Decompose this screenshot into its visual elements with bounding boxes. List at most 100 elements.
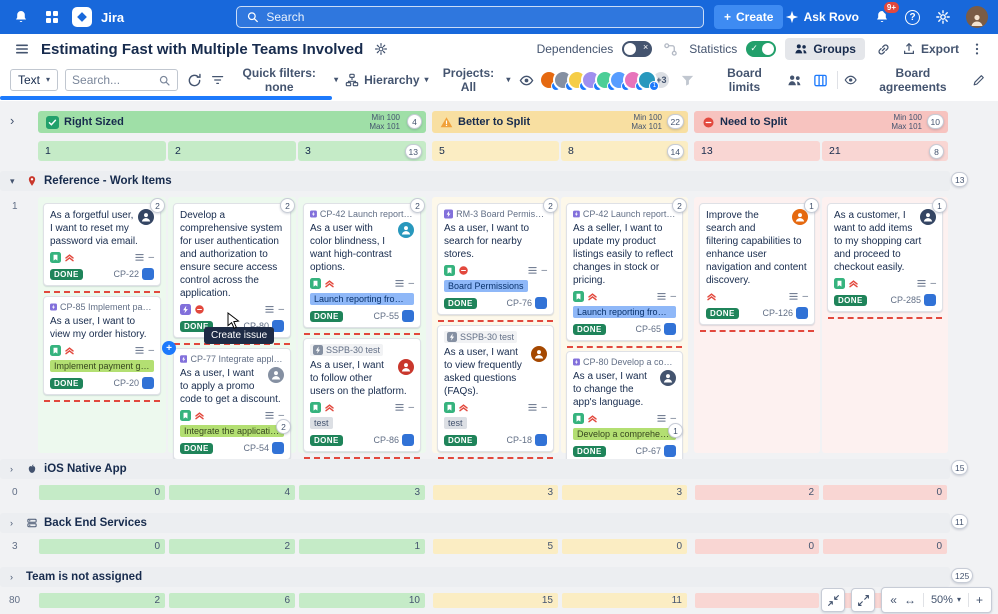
dependencies-toggle[interactable]: × bbox=[622, 41, 653, 57]
expand-all-button[interactable] bbox=[851, 588, 876, 612]
copy-link-icon[interactable] bbox=[874, 40, 893, 59]
column-header-13[interactable]: 13 bbox=[694, 141, 820, 161]
jira-logo-icon[interactable] bbox=[72, 7, 92, 27]
user-avatar[interactable] bbox=[966, 6, 988, 28]
card[interactable]: SSPB-30 test As a user, I want to follow… bbox=[303, 338, 421, 452]
minus-icon[interactable]: – bbox=[408, 277, 414, 289]
card[interactable]: CP-42 Launch reporting from ea... As a s… bbox=[566, 203, 683, 341]
global-search[interactable] bbox=[236, 6, 704, 28]
team-people-icon[interactable] bbox=[785, 71, 804, 90]
card[interactable]: CP-80 Develop a comprehensiv... As a use… bbox=[566, 351, 683, 463]
section-ios-native-app[interactable]: › iOS Native App bbox=[0, 459, 950, 479]
epic-icon bbox=[310, 210, 317, 218]
group-header-better-to-split[interactable]: Better to Split Min 100 Max 101 bbox=[432, 111, 688, 133]
column-header-1[interactable]: 1 bbox=[38, 141, 166, 161]
card[interactable]: As a forgetful user, I want to reset my … bbox=[43, 203, 161, 286]
fit-width-icon[interactable]: ↔ bbox=[903, 593, 916, 607]
ask-rovo-button[interactable]: Ask Rovo bbox=[785, 10, 859, 24]
status-badge: DONE bbox=[50, 268, 83, 280]
checklist-icon[interactable] bbox=[916, 278, 927, 289]
expand-gutter-button[interactable]: › bbox=[10, 113, 15, 128]
eye-icon[interactable] bbox=[517, 71, 536, 90]
card-summary: As a user, I want to change the app's la… bbox=[573, 371, 647, 408]
hierarchy-button[interactable]: Hierarchy ▾ bbox=[345, 73, 429, 87]
card[interactable]: SSPB-30 test As a user, I want to view f… bbox=[437, 325, 554, 452]
help-icon[interactable]: ? bbox=[905, 9, 920, 25]
notifications-bell-icon[interactable]: 9+ bbox=[871, 0, 901, 28]
settings-gear-icon[interactable] bbox=[932, 6, 954, 28]
group-header-need-to-split[interactable]: Need to Split Min 100 Max 101 bbox=[694, 111, 948, 133]
minus-icon[interactable]: – bbox=[278, 303, 284, 315]
assignee-avatar bbox=[531, 346, 547, 362]
column-header-21[interactable]: 21 bbox=[822, 141, 948, 161]
minus-icon[interactable]: – bbox=[802, 290, 808, 302]
search-type-select[interactable]: Text ▾ bbox=[10, 69, 59, 91]
global-search-input[interactable] bbox=[266, 10, 694, 24]
section-team-not-assigned[interactable]: › Team is not assigned bbox=[0, 567, 950, 587]
checklist-icon[interactable] bbox=[264, 410, 275, 421]
board-limits-button[interactable]: Board limits bbox=[711, 66, 777, 94]
statistics-toggle[interactable]: ✓ bbox=[746, 41, 777, 57]
refresh-icon[interactable] bbox=[185, 71, 204, 90]
column-header-2[interactable]: 2 bbox=[168, 141, 296, 161]
issue-key: CP-18 bbox=[506, 435, 532, 445]
checklist-icon[interactable] bbox=[134, 252, 145, 263]
zoom-in-icon[interactable]: + bbox=[975, 593, 983, 607]
export-button[interactable]: Export bbox=[902, 42, 959, 56]
projects-filter-button[interactable]: Projects: All ▾ bbox=[436, 66, 511, 94]
checklist-icon[interactable] bbox=[527, 265, 538, 276]
section-reference-work-items[interactable]: ▾ Reference - Work Items bbox=[0, 171, 950, 191]
board-search-input[interactable] bbox=[72, 73, 155, 87]
section-back-end-services[interactable]: › Back End Services bbox=[0, 513, 950, 533]
create-button[interactable]: + Create bbox=[714, 5, 784, 29]
avatar[interactable]: 1 bbox=[637, 70, 660, 91]
group-header-right-sized[interactable]: Right Sized Min 100 Max 101 bbox=[38, 111, 426, 133]
minus-icon[interactable]: – bbox=[541, 401, 547, 413]
minus-icon[interactable]: – bbox=[670, 290, 676, 302]
more-actions-icon[interactable] bbox=[968, 40, 986, 58]
column-header-8[interactable]: 8 bbox=[561, 141, 688, 161]
column-header-3[interactable]: 3 bbox=[298, 141, 426, 161]
card[interactable]: RM-3 Board Permissions As a user, I want… bbox=[437, 203, 554, 315]
checklist-icon[interactable] bbox=[788, 291, 799, 302]
minus-icon[interactable]: – bbox=[930, 277, 936, 289]
assignee-avatar bbox=[398, 222, 414, 238]
card[interactable]: As a customer, I want to add items to my… bbox=[827, 203, 943, 312]
collapse-all-button[interactable] bbox=[821, 588, 846, 612]
board-settings-gear-icon[interactable] bbox=[372, 40, 390, 58]
groups-button[interactable]: Groups bbox=[785, 38, 865, 60]
sidebar-menu-icon[interactable] bbox=[12, 39, 32, 59]
column-header-5[interactable]: 5 bbox=[432, 141, 559, 161]
minus-icon[interactable]: – bbox=[278, 409, 284, 421]
notifications-icon[interactable] bbox=[10, 6, 32, 28]
checklist-icon[interactable] bbox=[656, 291, 667, 302]
hierarchy-icon bbox=[345, 73, 359, 87]
zoom-level-select[interactable]: 50% ▾ bbox=[930, 594, 961, 606]
card[interactable]: Improve the search and filtering capabil… bbox=[699, 203, 815, 325]
card[interactable]: CP-85 Implement payment gate... As a use… bbox=[43, 296, 161, 395]
board-agreements-button[interactable]: Board agreements bbox=[844, 66, 963, 94]
checklist-icon[interactable] bbox=[394, 402, 405, 413]
no-entry-icon bbox=[703, 116, 714, 128]
horizontal-scroll-thumb[interactable] bbox=[0, 96, 332, 100]
checklist-icon[interactable] bbox=[656, 413, 667, 424]
quick-filters-button[interactable]: Quick filters: none ▾ bbox=[211, 66, 338, 94]
minus-icon[interactable]: – bbox=[670, 412, 676, 424]
minus-icon[interactable]: – bbox=[408, 401, 414, 413]
card[interactable]: CP-42 Launch reporting from ea... As a u… bbox=[303, 203, 421, 328]
edit-pencil-icon[interactable] bbox=[970, 71, 988, 89]
app-switcher-icon[interactable] bbox=[41, 6, 63, 28]
board-columns-icon[interactable] bbox=[811, 71, 830, 90]
collapse-columns-icon[interactable]: « bbox=[890, 593, 897, 607]
quick-add-button[interactable]: + bbox=[162, 341, 176, 355]
checklist-icon[interactable] bbox=[264, 304, 275, 315]
minus-icon[interactable]: – bbox=[148, 251, 154, 263]
board-search[interactable] bbox=[65, 69, 179, 91]
minus-icon[interactable]: – bbox=[148, 344, 154, 356]
card[interactable]: CP-77 Integrate application w... As a us… bbox=[173, 348, 291, 460]
priority-highest-icon bbox=[325, 404, 334, 412]
checklist-icon[interactable] bbox=[394, 278, 405, 289]
minus-icon[interactable]: – bbox=[541, 264, 547, 276]
checklist-icon[interactable] bbox=[527, 402, 538, 413]
checklist-icon[interactable] bbox=[134, 345, 145, 356]
